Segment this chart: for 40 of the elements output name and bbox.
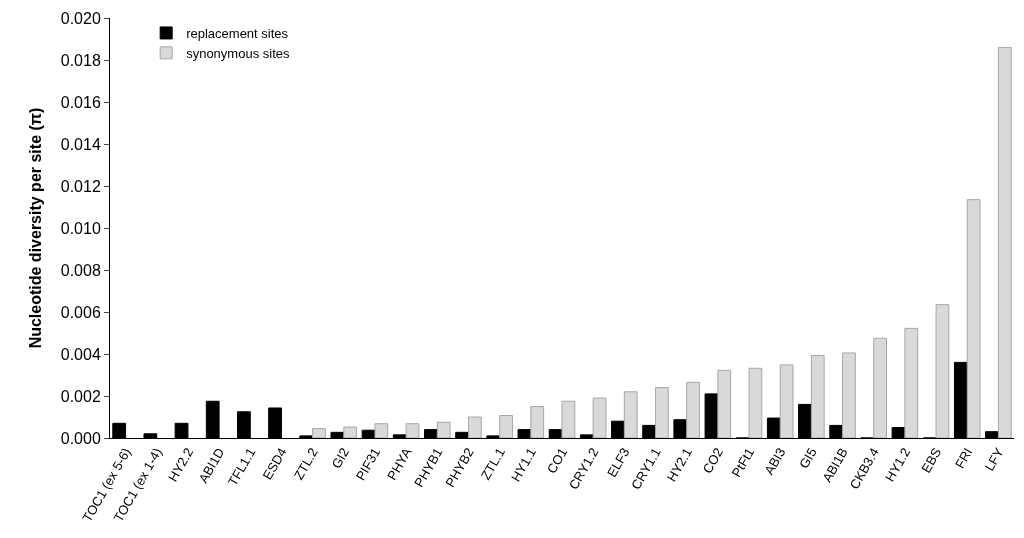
bar (873, 337, 887, 438)
y-tick-label: 0.016 (60, 93, 101, 111)
bar (623, 391, 638, 438)
bar (904, 327, 919, 438)
x-tick-label: GI2 (328, 445, 353, 472)
x-tick-label: FRI (952, 445, 976, 471)
bar (717, 369, 732, 438)
legend-label: synonymous sites (186, 45, 290, 61)
y-tick-label: 0.018 (60, 51, 101, 69)
y-tick-label: 0.020 (60, 9, 101, 27)
bar (997, 46, 1012, 438)
y-tick-label: 0.010 (60, 219, 101, 237)
y-axis-title: Nucleotide diversity per site (π) (26, 107, 44, 349)
bar (779, 364, 794, 438)
y-tick-label: 0.012 (60, 177, 101, 195)
legend-label: replacement sites (186, 26, 289, 42)
bar (436, 421, 451, 438)
bar (748, 367, 763, 438)
bar (842, 352, 856, 438)
bar (592, 397, 607, 438)
bar (374, 423, 389, 438)
bar (499, 415, 513, 438)
y-tick-label: 0.014 (60, 135, 101, 153)
y-tick-label: 0.000 (60, 429, 101, 447)
y-tick-label: 0.002 (60, 387, 101, 405)
bar (655, 387, 669, 438)
bar (312, 428, 326, 438)
bar (686, 381, 700, 438)
y-tick-label: 0.008 (60, 261, 101, 279)
bar (810, 354, 825, 438)
bar (561, 400, 576, 438)
bar (530, 406, 545, 438)
y-tick-label: 0.006 (60, 303, 101, 321)
bar (343, 426, 358, 438)
x-tick-label: GI5 (796, 445, 820, 472)
bar (935, 304, 950, 438)
bar (966, 199, 981, 438)
y-tick-label: 0.004 (60, 345, 101, 363)
bar (405, 423, 420, 438)
bar (467, 416, 482, 438)
